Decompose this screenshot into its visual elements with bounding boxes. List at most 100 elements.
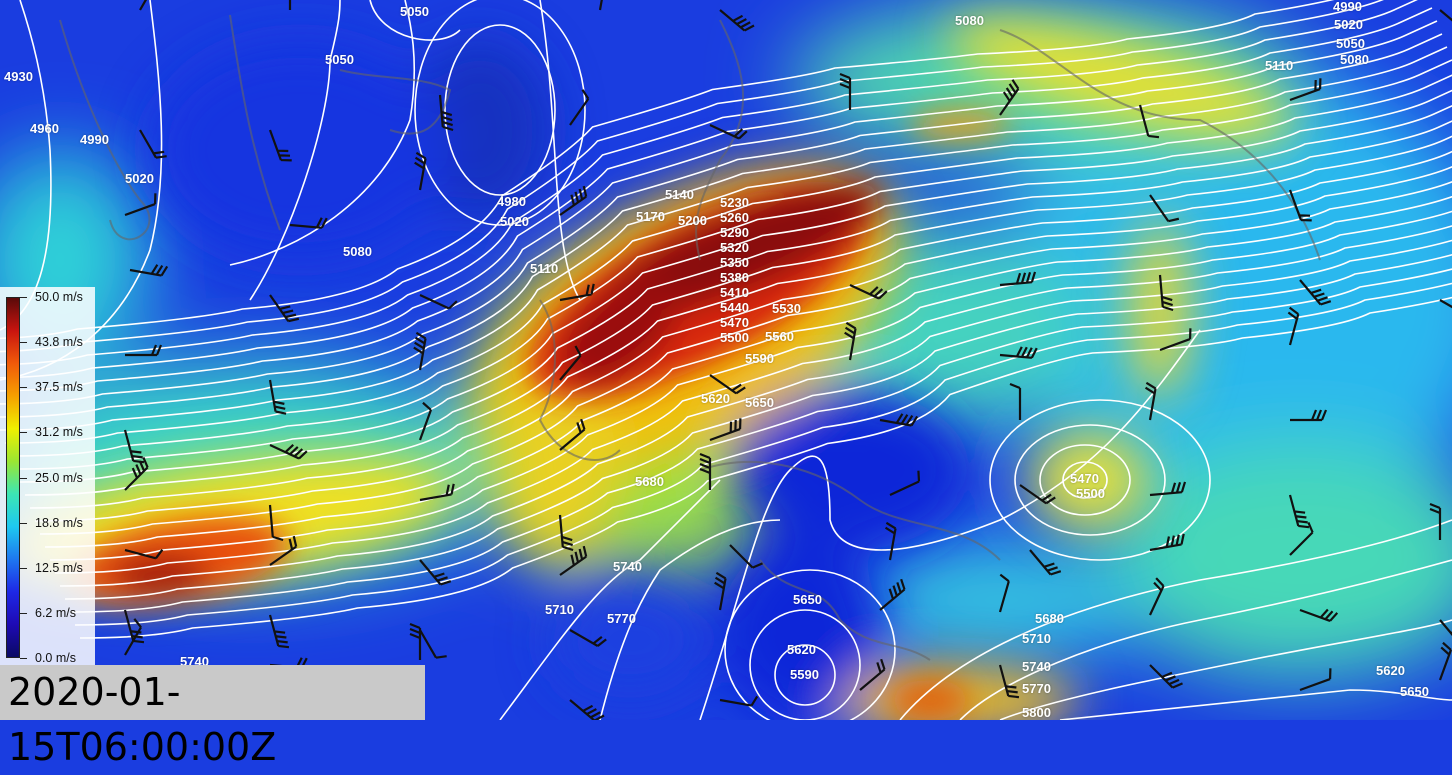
contour-line xyxy=(499,479,721,720)
wind-barb xyxy=(1289,78,1322,102)
contour-label: 5080 xyxy=(343,244,372,259)
contour-line xyxy=(229,0,416,266)
colorbar-tick xyxy=(20,432,27,434)
contour-label: 4960 xyxy=(30,121,59,136)
wind-barb xyxy=(124,457,149,491)
wind-barb xyxy=(1299,668,1332,692)
wind-barb xyxy=(1149,664,1183,689)
contour-label: 4990 xyxy=(80,132,109,147)
wind-barb xyxy=(1438,641,1452,681)
contour-label: 5080 xyxy=(955,13,984,28)
colorbar-tick-label: 37.5 m/s xyxy=(35,380,83,395)
contour-label: 5650 xyxy=(745,395,774,410)
contour-label: 4980 xyxy=(497,194,526,209)
wind-barb xyxy=(289,217,328,229)
contour-line xyxy=(0,0,1335,340)
wind-barb xyxy=(268,379,287,415)
contour-label: 5620 xyxy=(787,642,816,657)
colorbar-tick-label: 12.5 m/s xyxy=(35,560,83,575)
contour-line xyxy=(0,0,1384,353)
contour-line xyxy=(989,399,1211,561)
wind-barb xyxy=(859,658,886,691)
wind-barb xyxy=(124,618,142,656)
contour-label: 4990 xyxy=(1333,0,1362,14)
wind-barb xyxy=(889,470,921,496)
wind-barb xyxy=(709,124,748,140)
contour-line xyxy=(24,135,1452,496)
contour-label: 5440 xyxy=(720,300,749,315)
contour-label: 5740 xyxy=(180,654,209,669)
wind-barb xyxy=(1299,608,1339,622)
contour-line xyxy=(4,74,1452,444)
wind-barb xyxy=(269,444,308,460)
contour-label: 5680 xyxy=(635,474,664,489)
coastlines xyxy=(59,14,1321,661)
wind-barb xyxy=(1290,409,1328,422)
wind-barb xyxy=(129,264,169,277)
wind-barb xyxy=(998,573,1010,613)
wind-barb xyxy=(559,418,586,451)
wind-barb xyxy=(839,72,852,110)
wind-barb xyxy=(124,193,157,217)
contour-label: 5380 xyxy=(720,270,749,285)
contour-line xyxy=(0,0,1418,366)
wind-barb xyxy=(418,401,432,441)
contour-label: 5710 xyxy=(1022,631,1051,646)
wind-barb xyxy=(569,699,605,720)
contour-label: 5620 xyxy=(1376,663,1405,678)
contour-line xyxy=(0,33,1443,405)
colorbar-tick-label: 18.8 m/s xyxy=(35,515,83,530)
contour-label: 5500 xyxy=(720,330,749,345)
contour-label: 5050 xyxy=(325,52,354,67)
contour-line xyxy=(64,253,1452,600)
contour-line xyxy=(34,165,1452,522)
contour-line xyxy=(69,268,1452,613)
wind-barb xyxy=(569,89,590,126)
wind-barb xyxy=(279,0,292,10)
contour-label: 5590 xyxy=(745,351,774,366)
contour-label: 5350 xyxy=(720,255,749,270)
wind-barb xyxy=(1289,522,1314,556)
wind-speed-map[interactable] xyxy=(0,0,1452,720)
contour-line xyxy=(0,20,1438,392)
contour-label: 5770 xyxy=(607,611,636,626)
contour-line xyxy=(14,104,1452,470)
wind-barbs xyxy=(123,0,1452,720)
contour-line xyxy=(539,0,581,301)
wind-barb xyxy=(699,452,712,490)
contour-line xyxy=(999,619,1452,720)
colorbar-tick xyxy=(20,477,27,479)
wind-barb xyxy=(1158,274,1174,312)
contour-label: 5020 xyxy=(500,214,529,229)
contour-label: 4930 xyxy=(4,69,33,84)
contour-line xyxy=(249,0,341,301)
contour-label: 5410 xyxy=(720,285,749,300)
contour-line xyxy=(9,89,1452,457)
wind-barb xyxy=(1439,619,1452,646)
contour-label: 5170 xyxy=(636,209,665,224)
height-contours xyxy=(0,0,1452,720)
contour-line xyxy=(79,296,1452,639)
contour-label: 5500 xyxy=(1076,486,1105,501)
contour-label: 5740 xyxy=(1022,659,1051,674)
wind-barb xyxy=(558,514,574,552)
wind-barb xyxy=(999,79,1020,116)
wind-barb xyxy=(1288,494,1310,529)
contour-label: 5320 xyxy=(720,240,749,255)
wind-barb xyxy=(559,283,595,302)
wind-barb xyxy=(268,504,284,542)
wind-barb xyxy=(419,294,458,310)
wind-barb xyxy=(125,344,163,357)
wind-barb xyxy=(409,622,422,660)
wind-barb xyxy=(999,271,1037,287)
wind-barb xyxy=(719,9,755,32)
contour-line xyxy=(444,24,556,196)
contour-label: 5110 xyxy=(1265,58,1294,73)
contour-line xyxy=(1014,424,1166,536)
wind-barb xyxy=(269,294,300,323)
contour-label: 5770 xyxy=(1022,681,1051,696)
wind-barb xyxy=(1429,502,1442,540)
wind-barb xyxy=(998,664,1020,699)
contour-label: 5110 xyxy=(530,261,559,276)
contour-label: 5590 xyxy=(790,667,819,682)
